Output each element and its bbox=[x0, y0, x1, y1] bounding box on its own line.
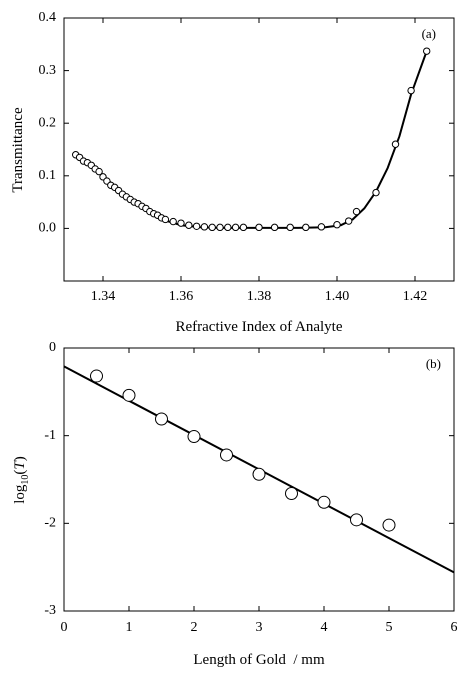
xtick-label-b: 4 bbox=[321, 620, 328, 635]
xtick-label-a: 1.42 bbox=[403, 289, 428, 304]
data-point bbox=[200, 223, 209, 231]
data-point bbox=[185, 221, 193, 229]
xtick-label-b: 1 bbox=[126, 620, 133, 635]
data-point bbox=[252, 467, 266, 481]
panel-a: 0.0 0.1 0.2 0.3 0.4 1.34 1.36 1.38 1.40 … bbox=[10, 10, 455, 335]
data-point bbox=[220, 448, 233, 462]
data-point bbox=[155, 412, 168, 426]
data-point bbox=[239, 223, 248, 232]
x-axis-title-b: Length of Gold / mm bbox=[193, 652, 325, 668]
data-point bbox=[95, 167, 103, 176]
xtick-label-a: 1.38 bbox=[247, 289, 272, 304]
data-point bbox=[177, 219, 185, 227]
panel-label-a: (a) bbox=[422, 26, 436, 41]
data-point bbox=[372, 188, 380, 197]
data-point bbox=[208, 223, 216, 232]
xtick-label-b: 5 bbox=[386, 620, 393, 635]
data-point bbox=[350, 513, 363, 527]
panel-b: 0 -1 -2 -3 0 1 2 3 4 5 6 Length of Gold … bbox=[12, 340, 458, 668]
tick-marks-a bbox=[64, 17, 454, 281]
xtick-label-a: 1.36 bbox=[169, 289, 194, 304]
data-point bbox=[345, 217, 353, 225]
data-point bbox=[333, 221, 341, 229]
y-axis-title-b-open: ( bbox=[12, 470, 28, 475]
xtick-label-b: 6 bbox=[451, 620, 458, 635]
ytick-label-b: -3 bbox=[44, 603, 56, 618]
y-axis-title-b-main: log bbox=[12, 484, 28, 504]
data-point bbox=[286, 223, 294, 232]
ytick-label-a: 0.0 bbox=[39, 221, 57, 236]
data-point bbox=[224, 223, 232, 232]
xtick-label-a: 1.40 bbox=[325, 289, 350, 304]
data-point bbox=[317, 495, 331, 509]
ytick-label-b: -2 bbox=[44, 516, 56, 531]
data-point bbox=[122, 388, 136, 402]
data-point bbox=[231, 223, 240, 232]
ytick-label-a: 0.2 bbox=[39, 115, 57, 130]
data-points-b bbox=[90, 369, 396, 532]
data-point bbox=[90, 369, 103, 383]
xtick-label-b: 3 bbox=[256, 620, 263, 635]
ytick-label-b: -1 bbox=[44, 428, 56, 443]
data-point bbox=[270, 223, 279, 232]
data-point bbox=[391, 140, 400, 148]
data-point bbox=[169, 217, 177, 226]
ytick-label-a: 0.4 bbox=[39, 10, 57, 25]
panel-label-b: (b) bbox=[426, 356, 441, 371]
y-axis-title-b: log10(T) bbox=[12, 456, 31, 504]
ytick-label-a: 0.1 bbox=[39, 168, 57, 183]
y-axis-title-a: Transmittance bbox=[10, 107, 26, 193]
data-point bbox=[407, 86, 415, 95]
data-points-a bbox=[72, 47, 431, 232]
data-point bbox=[161, 215, 170, 224]
data-point bbox=[302, 223, 310, 232]
y-axis-title-b-close: ) bbox=[12, 456, 28, 461]
xtick-label-a: 1.34 bbox=[91, 289, 116, 304]
y-axis-title-b-arg: T bbox=[12, 460, 28, 470]
data-point bbox=[192, 222, 201, 230]
data-point bbox=[382, 518, 396, 532]
data-point bbox=[423, 47, 431, 55]
xtick-label-b: 0 bbox=[61, 620, 68, 635]
xtick-label-b: 2 bbox=[191, 620, 198, 635]
y-axis-title-b-sub: 10 bbox=[20, 475, 31, 485]
data-point bbox=[255, 223, 263, 232]
data-point bbox=[187, 430, 201, 444]
data-point bbox=[317, 223, 326, 231]
data-point bbox=[285, 487, 298, 501]
x-axis-title-a: Refractive Index of Analyte bbox=[175, 319, 342, 335]
ytick-label-b: 0 bbox=[49, 340, 56, 355]
tick-marks-b bbox=[63, 347, 455, 612]
data-point bbox=[216, 223, 224, 232]
ytick-label-a: 0.3 bbox=[39, 63, 57, 78]
data-point bbox=[352, 207, 361, 216]
